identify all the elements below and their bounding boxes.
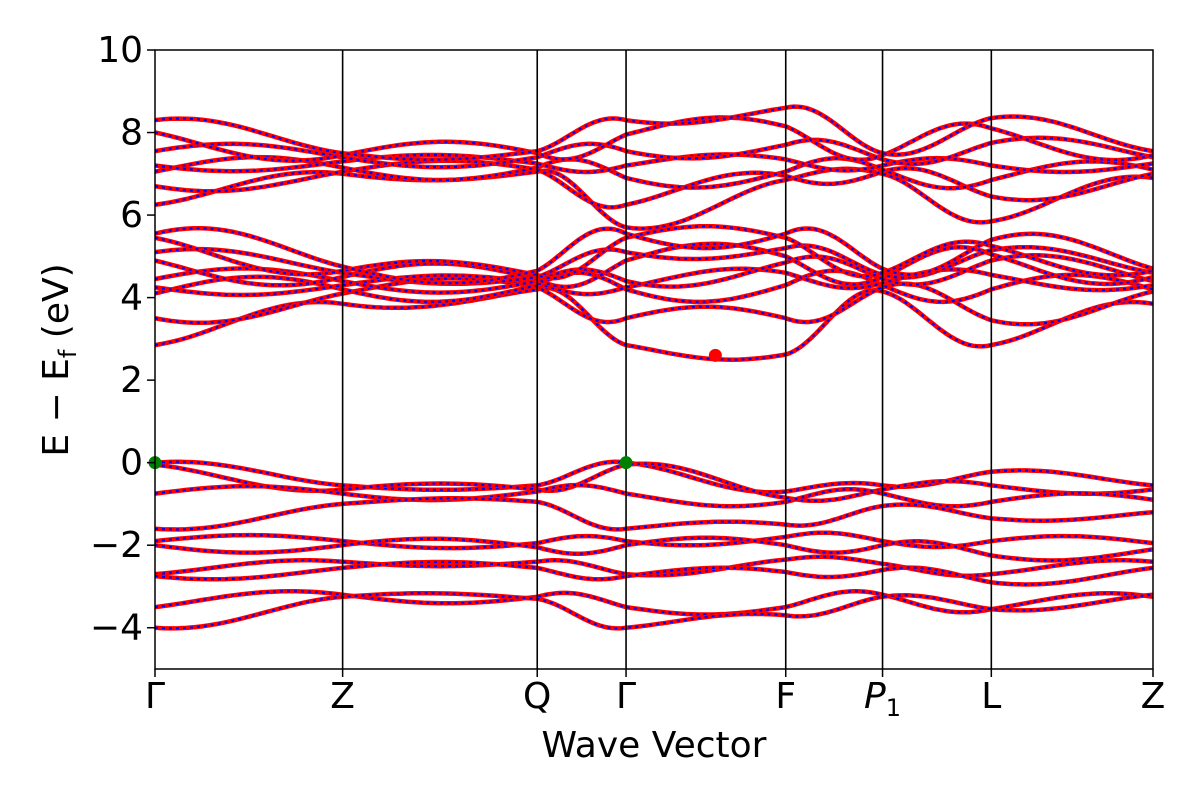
x-tick-label: Γ: [145, 676, 165, 717]
band-line-blue: [155, 531, 1153, 550]
band-line-blue: [155, 555, 1153, 577]
y-axis-ticks: −4 −2 0 2 4 6 8 10: [90, 30, 155, 649]
x-tick-label: Z: [330, 676, 355, 717]
band-line-blue: [155, 225, 1153, 280]
y-tick-label: 10: [97, 30, 143, 71]
band-line-blue: [155, 462, 1153, 502]
band-lines: [155, 104, 1153, 631]
band-line-blue: [155, 592, 1153, 630]
x-axis-title: Wave Vector: [542, 725, 767, 766]
band-line-blue: [155, 227, 1153, 285]
band-line-blue: [155, 484, 1153, 508]
plot-frame: [154, 49, 1154, 670]
y-tick-label: 4: [120, 278, 143, 319]
band-line-red: [155, 135, 1153, 170]
y-tick-label: 0: [120, 443, 143, 484]
band-line-blue: [155, 105, 1153, 161]
band-line-blue: [155, 536, 1153, 562]
band-line-blue: [155, 159, 1153, 209]
band-line-blue: [155, 267, 1153, 297]
vbm-marker-gamma-2: [619, 456, 633, 470]
band-line-blue: [155, 560, 1153, 586]
x-tick-label: Q: [523, 676, 551, 717]
y-tick-label: 2: [120, 360, 143, 401]
band-line-blue: [155, 286, 1153, 361]
cbm-marker: [708, 348, 722, 362]
high-symmetry-lines: [341, 50, 993, 669]
band-line-blue: [155, 269, 1153, 304]
band-line-red: [155, 496, 1153, 532]
x-tick-label: P1: [864, 676, 901, 722]
band-line-red: [155, 253, 1153, 295]
band-line-blue: [155, 155, 1153, 190]
y-tick-label: −4: [90, 608, 143, 649]
y-tick-label: −2: [90, 525, 143, 566]
y-axis-title-sub: f: [54, 349, 82, 358]
y-tick-label: 8: [120, 113, 143, 154]
y-axis-title-main: E − E: [36, 358, 77, 457]
x-tick-label: Γ: [616, 676, 636, 717]
y-tick-label: 6: [120, 195, 143, 236]
y-axis-title: E − Ef (eV): [36, 263, 82, 456]
band-line-blue: [155, 590, 1153, 616]
x-axis-ticks: Γ Z Q Γ F P1 L Z: [145, 669, 1165, 722]
band-line-blue: [155, 153, 1153, 174]
band-line-blue: [155, 167, 1153, 230]
x-tick-label: Z: [1141, 676, 1166, 717]
x-tick-label: L: [981, 676, 1001, 717]
y-axis-title-unit: (eV): [36, 263, 77, 349]
x-tick-label: F: [775, 676, 796, 717]
band-line-blue: [155, 244, 1153, 285]
